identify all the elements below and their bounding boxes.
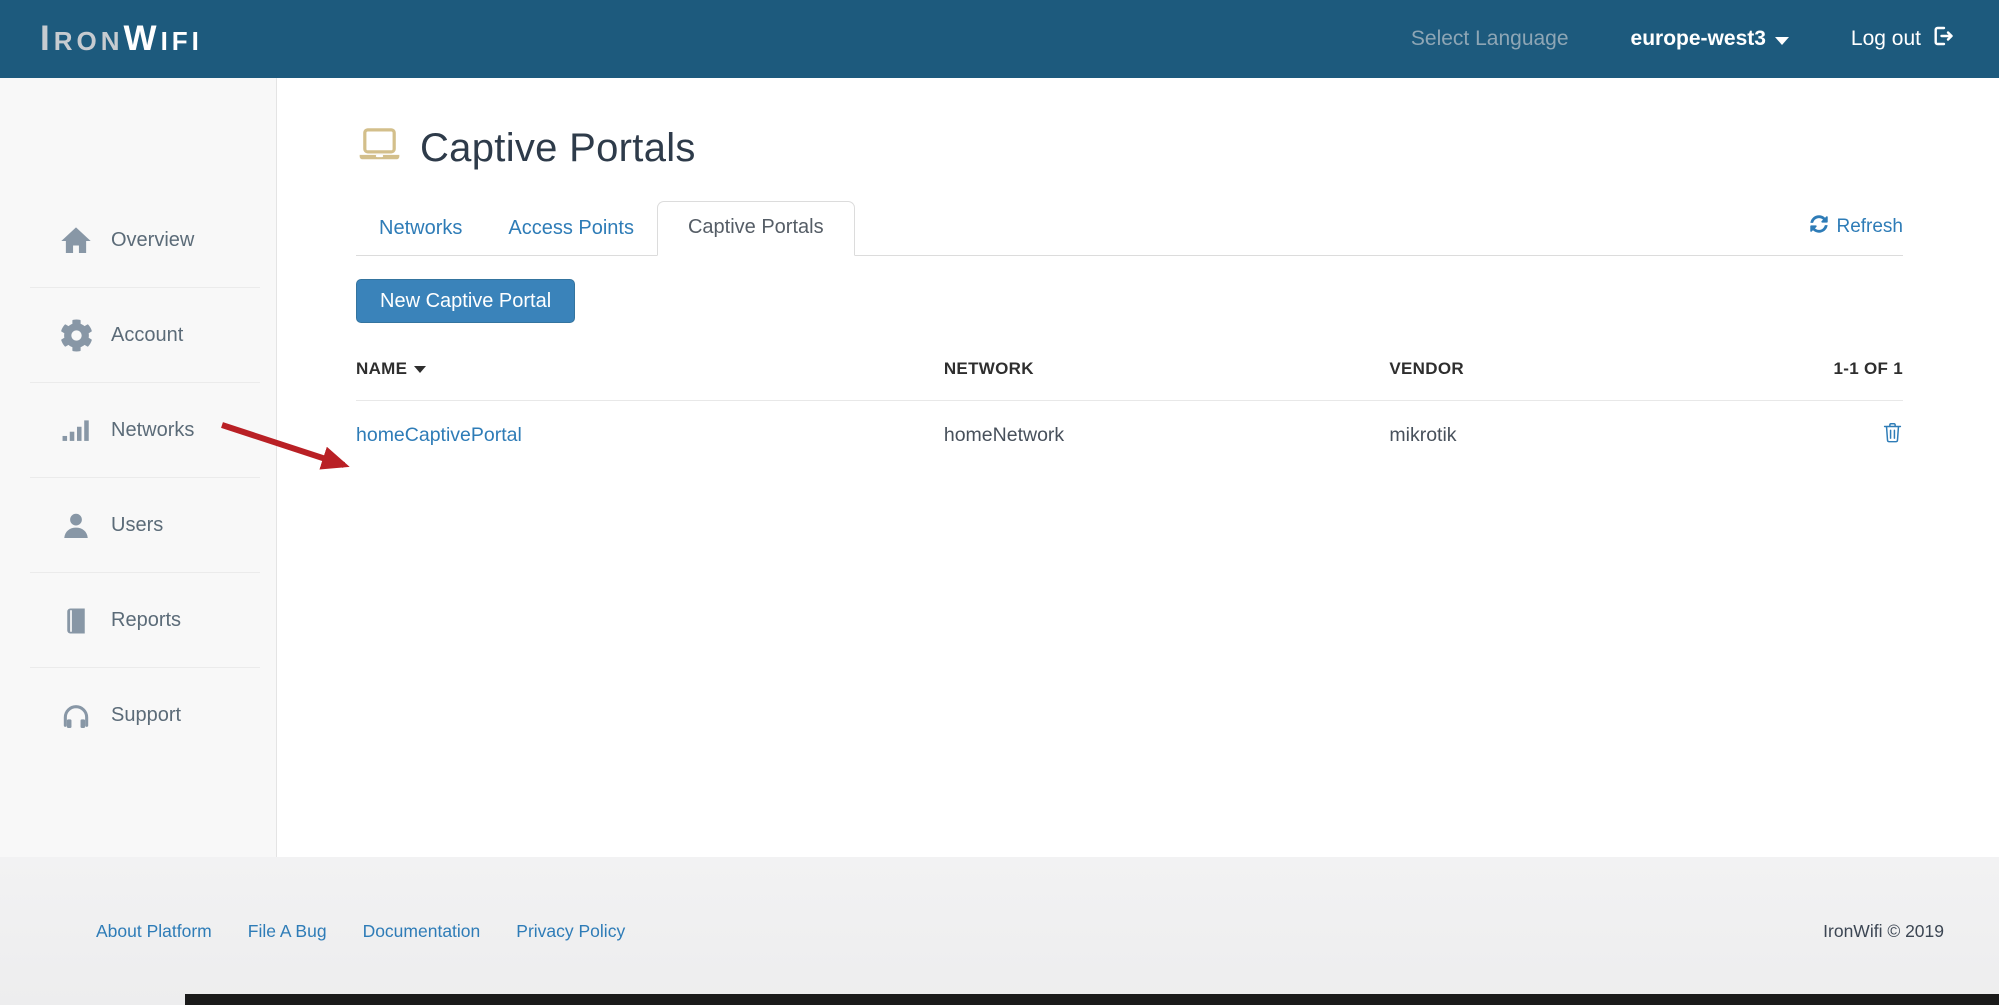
sidebar-item-label: Support xyxy=(111,704,182,726)
tab-bar: Networks Access Points Captive Portals R… xyxy=(356,196,1903,256)
footer-link-documentation[interactable]: Documentation xyxy=(362,920,481,941)
tab-captive-portals[interactable]: Captive Portals xyxy=(656,201,855,256)
logo-text: I xyxy=(40,19,54,58)
table-header-row: NAME NETWORK VENDOR 1-1 OF 1 xyxy=(356,340,1903,401)
sidebar-item-support[interactable]: Support xyxy=(0,668,276,763)
sidebar-item-label: Networks xyxy=(111,419,195,441)
region-label: europe-west3 xyxy=(1630,27,1766,50)
table-row: homeCaptivePortal homeNetwork mikrotik xyxy=(356,401,1903,470)
ironwifi-logo[interactable]: I RON W IFI xyxy=(40,19,203,58)
footer-link-file-a-bug[interactable]: File A Bug xyxy=(247,920,327,941)
book-icon xyxy=(57,605,95,637)
copyright-text: IronWifi © 2019 xyxy=(1823,920,1944,941)
region-dropdown[interactable]: europe-west3 xyxy=(1631,27,1789,51)
column-header-vendor[interactable]: VENDOR xyxy=(1389,359,1464,378)
home-icon xyxy=(57,225,95,257)
refresh-button[interactable]: Refresh xyxy=(1810,215,1903,239)
page-title: Captive Portals xyxy=(356,125,1903,172)
sidebar-item-label: Users xyxy=(111,514,164,536)
sort-caret-icon xyxy=(414,366,427,374)
bottom-dark-strip xyxy=(185,994,1999,1005)
main-content: Captive Portals Networks Access Points C… xyxy=(277,78,1999,857)
sidebar-item-label: Account xyxy=(111,324,184,346)
column-header-network[interactable]: NETWORK xyxy=(943,359,1034,378)
sidebar: Overview Account Networks xyxy=(0,78,277,857)
logout-button[interactable]: Log out xyxy=(1851,24,1955,54)
column-header-name[interactable]: NAME xyxy=(356,359,944,379)
top-navbar: I RON W IFI Select Language europe-west3 Lo… xyxy=(0,0,1999,78)
refresh-label: Refresh xyxy=(1836,216,1903,237)
laptop-icon xyxy=(356,125,403,172)
row-count-label: 1-1 OF 1 xyxy=(1833,359,1903,378)
sidebar-menu: Overview Account Networks xyxy=(0,193,276,763)
user-icon xyxy=(57,510,95,542)
select-language-menu[interactable]: Select Language xyxy=(1410,27,1569,50)
captive-portals-table: NAME NETWORK VENDOR 1-1 OF 1 homeCaptive… xyxy=(356,340,1903,470)
refresh-icon xyxy=(1810,215,1829,239)
footer-link-privacy-policy[interactable]: Privacy Policy xyxy=(516,920,626,941)
sidebar-item-networks[interactable]: Networks xyxy=(0,383,276,478)
chevron-down-icon xyxy=(1774,36,1789,45)
sidebar-item-overview[interactable]: Overview xyxy=(0,193,276,288)
sidebar-item-users[interactable]: Users xyxy=(0,478,276,573)
new-captive-portal-button[interactable]: New Captive Portal xyxy=(356,279,576,323)
portal-vendor-value: mikrotik xyxy=(1389,424,1457,446)
gear-icon xyxy=(57,319,95,352)
tab-networks[interactable]: Networks xyxy=(379,217,463,239)
footer: About Platform File A Bug Documentation … xyxy=(0,857,1999,1005)
sidebar-item-account[interactable]: Account xyxy=(0,288,276,383)
portal-name-link[interactable]: homeCaptivePortal xyxy=(356,424,522,446)
body: Overview Account Networks xyxy=(0,78,1999,857)
sidebar-item-label: Reports xyxy=(111,609,182,631)
sidebar-item-label: Overview xyxy=(111,229,195,251)
portal-network-value: homeNetwork xyxy=(943,424,1065,446)
footer-link-about-platform[interactable]: About Platform xyxy=(96,920,212,941)
navbar-right: Select Language europe-west3 Log out xyxy=(1411,24,1955,54)
logout-label: Log out xyxy=(1850,27,1921,50)
sidebar-item-reports[interactable]: Reports xyxy=(0,573,276,668)
sign-out-icon xyxy=(1931,24,1955,54)
page-title-text: Captive Portals xyxy=(420,126,696,170)
headphones-icon xyxy=(57,700,95,732)
bar-chart-icon xyxy=(57,414,95,448)
delete-portal-button[interactable] xyxy=(1882,421,1903,450)
tab-access-points[interactable]: Access Points xyxy=(508,217,634,239)
footer-links: About Platform File A Bug Documentation … xyxy=(96,921,625,942)
